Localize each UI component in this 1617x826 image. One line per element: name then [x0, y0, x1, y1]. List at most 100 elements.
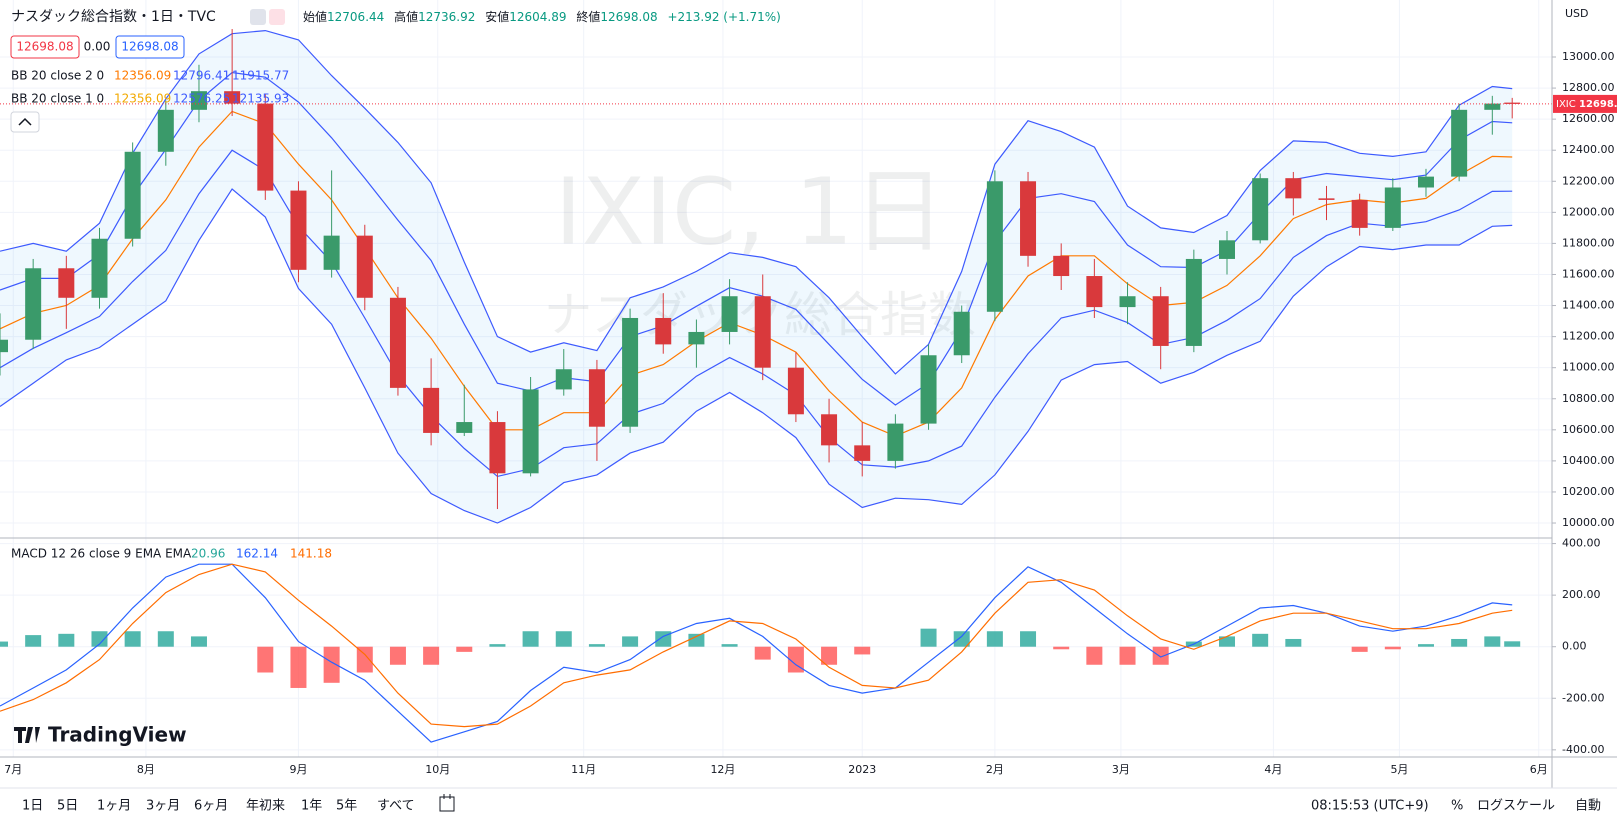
candle-body — [157, 109, 174, 152]
y-tick-label: 11400.00 — [1562, 299, 1615, 312]
range-button[interactable]: 1ヶ月 — [97, 799, 131, 814]
last-price-box — [1553, 94, 1617, 113]
buy-price: 12698.08 — [121, 40, 178, 54]
histogram-bar — [854, 646, 871, 655]
histogram-bar — [389, 646, 406, 665]
y-tick-label: 11200.00 — [1562, 330, 1615, 343]
macd-value: 162.14 — [236, 547, 278, 561]
icon[interactable] — [250, 9, 266, 25]
x-tick-label: 8月 — [137, 763, 155, 776]
range-button[interactable]: 5年 — [336, 799, 357, 814]
candle-body — [25, 268, 42, 340]
bb-lower — [0, 188, 1513, 524]
bb2-lower: 11915.77 — [232, 69, 289, 83]
histogram-bar — [124, 631, 141, 647]
range-button[interactable]: 5日 — [57, 799, 78, 814]
logo-icon — [14, 727, 40, 743]
bb1-upper: 12576.25 — [173, 92, 230, 106]
low-label: 安値 — [485, 9, 509, 24]
last-price: 12698.08 — [1579, 99, 1617, 110]
sell-button[interactable] — [10, 35, 80, 59]
candle-body — [456, 422, 473, 433]
low-value: 12604.89 — [509, 10, 566, 24]
x-tick-label: 12月 — [710, 763, 735, 776]
last-price-symbol: IXIC — [1556, 99, 1576, 110]
log-button[interactable]: ログスケール — [1477, 799, 1555, 814]
histogram-bar — [489, 644, 506, 647]
histogram-bar — [1020, 631, 1037, 647]
histogram-bar — [1417, 644, 1434, 647]
candle-body — [1451, 109, 1468, 177]
candle-body — [655, 317, 672, 345]
candle-body — [58, 268, 75, 298]
y-tick-label: 10000.00 — [1562, 516, 1615, 529]
range-button[interactable]: すべて — [377, 799, 415, 814]
x-tick-label: 3月 — [1112, 763, 1130, 776]
x-tick-label: 6月 — [1530, 763, 1548, 776]
open-label: 始値 — [303, 9, 327, 24]
currency[interactable]: USD — [1565, 7, 1589, 20]
y-tick-label: 10200.00 — [1562, 485, 1615, 498]
histogram-bar — [953, 631, 970, 647]
bb2-middle: 12356.09 — [114, 69, 171, 83]
collapse-button[interactable] — [10, 111, 40, 133]
buy-button[interactable] — [115, 35, 185, 59]
x-tick-label: 4月 — [1264, 763, 1282, 776]
candle-body — [224, 91, 241, 104]
clock: 08:15:53 (UTC+9) — [1311, 799, 1429, 814]
y-tick-label: 0.00 — [1562, 640, 1587, 653]
histogram-bar — [1351, 646, 1368, 652]
histogram-bar — [622, 636, 639, 647]
candle-body — [887, 423, 904, 461]
bb1-legend: BB 20 close 1 0 — [11, 92, 104, 106]
auto-button[interactable]: 自動 — [1575, 799, 1601, 814]
candle-body — [257, 103, 274, 191]
y-tick-label: 12200.00 — [1562, 174, 1615, 187]
y-tick-label: 10600.00 — [1562, 423, 1615, 436]
histogram-bar — [323, 646, 340, 683]
x-tick-label: 7月 — [4, 763, 22, 776]
y-tick-label: 11600.00 — [1562, 267, 1615, 280]
candle-body — [787, 367, 804, 415]
signal-line — [0, 563, 1513, 728]
candle-body — [821, 414, 838, 446]
watermark: IXIC, 1日 — [555, 158, 946, 265]
range-button[interactable]: 6ヶ月 — [194, 799, 228, 814]
histogram-bar — [655, 631, 672, 647]
macd-legend: MACD 12 26 close 9 EMA EMA — [11, 547, 192, 561]
y-tick-label: 400.00 — [1562, 537, 1601, 550]
candle-body — [389, 297, 406, 388]
candle-body — [1417, 176, 1434, 188]
candle-body — [1252, 178, 1269, 241]
close-label: 終値 — [576, 9, 600, 24]
candle-body — [754, 296, 771, 368]
candle-body — [1351, 199, 1368, 228]
histogram-bar — [157, 631, 174, 647]
histogram-bar — [290, 646, 307, 688]
bb1-middle: 12356.09 — [114, 92, 171, 106]
macd-hist-value: 20.96 — [191, 547, 225, 561]
histogram-bar — [920, 628, 937, 647]
toolbar: 1日 5日 1ヶ月 3ヶ月 6ヶ月 年初来 1年 5年 すべて — [22, 799, 415, 814]
bb2-legend: BB 20 close 2 0 — [11, 69, 104, 83]
histogram-bar — [1152, 646, 1169, 665]
range-button[interactable]: 1日 — [22, 799, 43, 814]
y-tick-label: 12800.00 — [1562, 81, 1615, 94]
candle-body — [721, 296, 738, 332]
range-button[interactable]: 3ヶ月 — [146, 799, 180, 814]
range-button[interactable]: 1年 — [301, 799, 322, 814]
logo: TradingView — [48, 723, 187, 747]
candle-body — [622, 317, 639, 427]
icon[interactable] — [269, 9, 285, 25]
histogram-bar — [58, 633, 75, 647]
range-button[interactable]: 年初来 — [246, 799, 285, 814]
histogram-bar — [1451, 638, 1468, 647]
percent-button[interactable]: % — [1451, 799, 1463, 814]
histogram-bar — [721, 644, 738, 647]
histogram-bar — [91, 631, 108, 647]
high-label: 高値 — [394, 9, 418, 24]
ohlc: 始値12706.44 高値12736.92 安値12604.89 終値12698… — [303, 9, 781, 24]
histogram-bar — [1504, 641, 1521, 647]
goto-date[interactable] — [439, 794, 455, 812]
